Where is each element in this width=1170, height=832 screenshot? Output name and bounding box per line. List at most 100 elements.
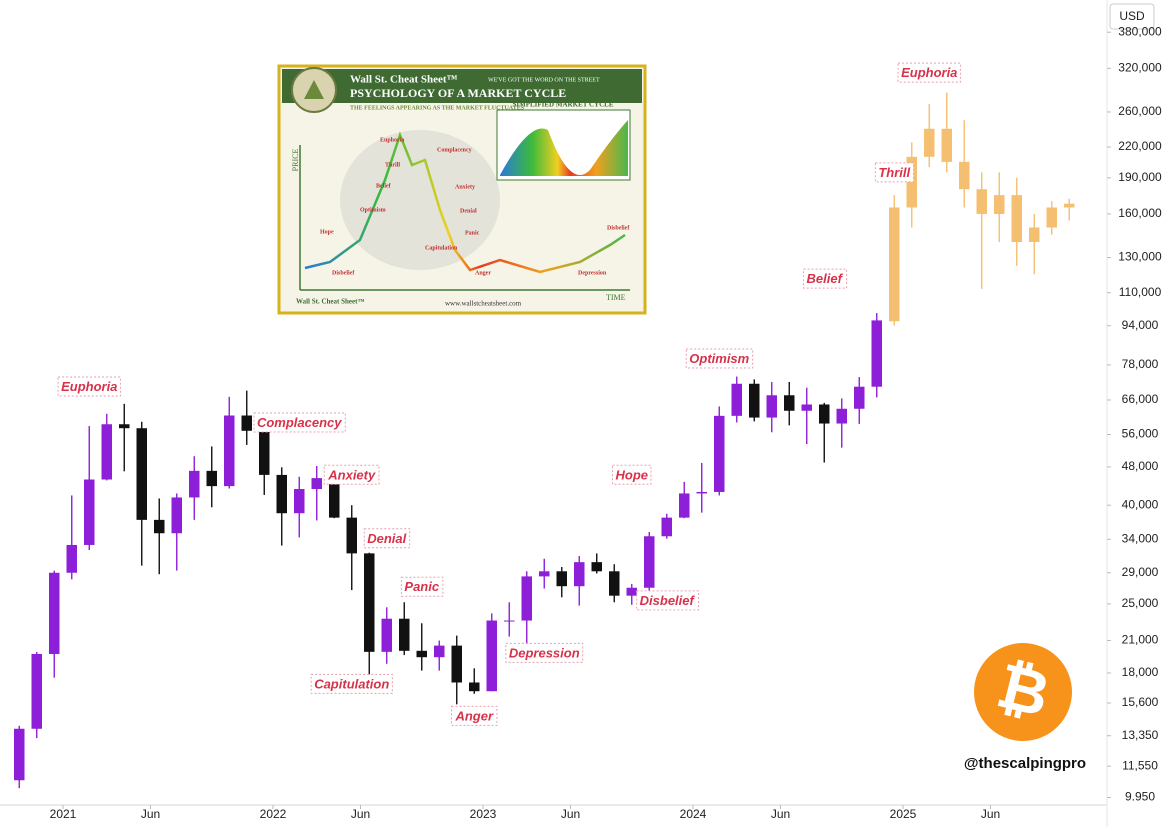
candle-body: [714, 415, 725, 492]
y-tick-label: 21,000: [1122, 633, 1159, 647]
y-tick-label: 13,350: [1122, 728, 1159, 742]
candle-body: [976, 189, 987, 214]
y-tick-label: 56,000: [1122, 427, 1159, 441]
x-tick-label: 2023: [470, 807, 497, 821]
candle-body: [259, 430, 270, 475]
inset-stage: Capitulation: [425, 245, 458, 251]
candle-body: [84, 479, 95, 545]
candle-body: [416, 650, 427, 658]
candle-body: [136, 428, 147, 520]
candle-body: [591, 562, 602, 572]
candle-body: [66, 544, 77, 573]
y-tick-label: 29,000: [1122, 565, 1159, 579]
inset-stage: Hope: [320, 229, 334, 235]
annotation-box: [505, 642, 584, 663]
annotation-box: [310, 673, 393, 694]
candle-body: [819, 404, 830, 424]
x-tick-label: Jun: [351, 807, 370, 821]
annotation: Panic: [404, 579, 439, 594]
annotation-box: [323, 464, 380, 485]
y-tick-label: 11,550: [1122, 758, 1158, 772]
y-tick-label: 220,000: [1118, 139, 1162, 153]
x-tick-label: 2025: [890, 807, 917, 821]
x-tick-label: Jun: [561, 807, 580, 821]
candle-body: [556, 571, 567, 587]
y-tick-label: 130,000: [1118, 250, 1162, 264]
candle-body: [241, 415, 252, 431]
y-tick-label: 190,000: [1118, 170, 1162, 184]
annotation-box: [685, 348, 754, 369]
candle-body: [889, 207, 900, 322]
annotation-box: [897, 62, 961, 83]
candle-body: [801, 404, 812, 411]
y-tick-label: 260,000: [1118, 104, 1162, 118]
y-tick-label: 160,000: [1118, 206, 1162, 220]
annotation-box: [874, 162, 915, 183]
candle-body: [346, 517, 357, 554]
inset-stage: Anger: [475, 270, 491, 276]
candle-body: [626, 587, 637, 596]
currency-box: [1109, 3, 1155, 30]
annotation-box: [400, 576, 444, 597]
inset-box-title: SIMPLIFIED MARKET CYCLE: [513, 101, 614, 109]
x-tick-label: Jun: [981, 807, 1000, 821]
candle-body: [434, 645, 445, 658]
annotation: Belief: [807, 271, 844, 286]
candle-body: [749, 383, 760, 418]
candle-body: [766, 395, 777, 418]
inset-subtitle: THE FEELINGS APPEARING AS THE MARKET FLU…: [350, 105, 525, 111]
y-tick-label: 9.950: [1125, 790, 1155, 804]
annotation-box: [253, 412, 346, 433]
annotation: Euphoria: [61, 379, 117, 394]
x-tick-label: Jun: [771, 807, 790, 821]
annotation: Anxiety: [327, 467, 376, 482]
candle-body: [941, 128, 952, 162]
inset-title: PSYCHOLOGY OF A MARKET CYCLE: [350, 86, 566, 100]
annotation: Hope: [616, 467, 649, 482]
candle-body: [679, 493, 690, 518]
y-tick-label: 66,000: [1122, 392, 1159, 406]
inset-stage: Belief: [376, 183, 392, 189]
annotation-box: [57, 376, 121, 397]
annotation-box: [450, 705, 498, 726]
annotation: Optimism: [689, 351, 749, 366]
candle-body: [731, 383, 742, 416]
inset-time-label: TIME: [606, 293, 626, 302]
candle-body: [486, 620, 497, 692]
candle-body: [644, 536, 655, 588]
inset-stage: Anxiety: [455, 184, 475, 190]
inset-stage: Disbelief: [332, 270, 355, 276]
annotation: Thrill: [878, 165, 910, 180]
annotation: Euphoria: [901, 65, 957, 80]
annotation-box: [803, 268, 848, 289]
watermark: @thescalpingpro: [964, 755, 1086, 772]
candle-body: [311, 478, 322, 490]
annotation: Anger: [454, 708, 494, 723]
candle-body: [189, 470, 200, 498]
annotation-box: [612, 464, 652, 485]
x-tick-label: 2022: [260, 807, 287, 821]
inset-cheat-sheet: Wall St. Cheat Sheet™ WE'VE GOT THE WORD…: [277, 64, 647, 315]
annotation: Denial: [367, 531, 406, 546]
candle-body: [381, 618, 392, 652]
y-tick-label: 320,000: [1118, 61, 1162, 75]
inset-tagline: WE'VE GOT THE WORD ON THE STREET: [488, 77, 600, 83]
candle-body: [574, 562, 585, 587]
inset-url: www.wallstcheatsheet.com: [445, 300, 522, 308]
candle-body: [854, 386, 865, 409]
candle-body: [1064, 203, 1075, 208]
candle-body: [451, 645, 462, 683]
candle-body: [661, 517, 672, 537]
inset-brand: Wall St. Cheat Sheet™: [350, 74, 458, 86]
candle-body: [906, 156, 917, 208]
annotation: Complacency: [257, 415, 342, 430]
y-tick-label: 110,000: [1119, 285, 1162, 299]
plot-area: [14, 92, 1075, 789]
annotation: Capitulation: [314, 676, 389, 691]
y-tick-label: 34,000: [1122, 532, 1159, 546]
x-tick-label: 2021: [50, 807, 77, 821]
y-tick-label: 94,000: [1122, 318, 1159, 332]
inset-stage: Thrill: [385, 162, 400, 168]
candle-body: [119, 424, 130, 429]
